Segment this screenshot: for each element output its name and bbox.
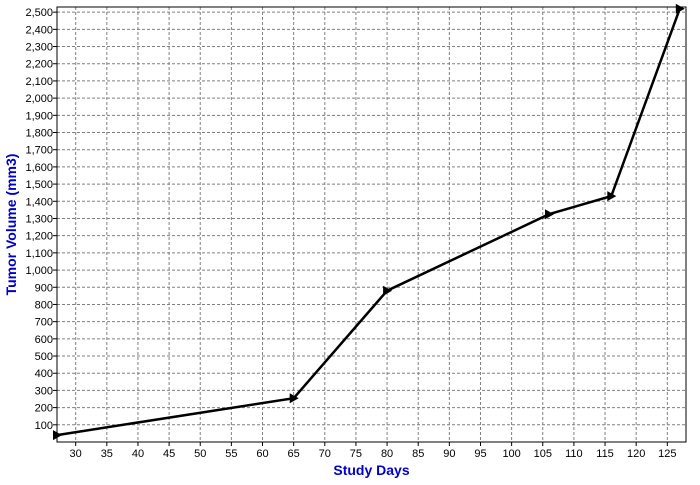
y-tick-label: 1,300 xyxy=(25,213,53,225)
x-axis-ticks: 30 35 40 45 50 55 60 65 70 75 80 85 90 95 100 105 110 115… xyxy=(70,442,676,460)
x-tick-label: 90 xyxy=(443,448,455,460)
x-tick-label: 105 xyxy=(534,448,552,460)
x-tick-label: 30 xyxy=(70,448,82,460)
y-tick-label: 2,400 xyxy=(25,24,53,36)
x-tick-label: 95 xyxy=(474,448,486,460)
data-point xyxy=(545,209,554,220)
data-point xyxy=(675,3,685,14)
series-line xyxy=(56,8,681,437)
y-tick-label: 200 xyxy=(35,403,53,415)
y-tick-label: 600 xyxy=(35,334,53,346)
data-point xyxy=(53,430,62,441)
x-tick-label: 85 xyxy=(412,448,424,460)
y-tick-label: 1,800 xyxy=(25,128,53,140)
data-point xyxy=(383,285,393,296)
y-tick-label: 800 xyxy=(35,299,53,311)
y-axis-ticks: 100 200 300 400 500 600 700 800 900 1,000 1,100 1,2… xyxy=(25,7,57,432)
y-tick-label: 2,200 xyxy=(25,59,53,71)
x-tick-label: 125 xyxy=(658,448,676,460)
x-tick-label: 115 xyxy=(596,448,614,460)
data-point xyxy=(607,191,617,202)
x-tick-label: 50 xyxy=(194,448,206,460)
x-tick-label: 110 xyxy=(565,448,583,460)
y-tick-label: 1,900 xyxy=(25,110,53,122)
x-tick-label: 75 xyxy=(350,448,362,460)
y-tick-label: 1,600 xyxy=(25,162,53,174)
x-tick-label: 45 xyxy=(163,448,175,460)
y-tick-label: 1,700 xyxy=(25,145,53,157)
y-tick-label: 2,300 xyxy=(25,42,53,54)
y-tick-label: 1,500 xyxy=(25,179,53,191)
x-tick-label: 80 xyxy=(381,448,393,460)
x-axis-title: Study Days xyxy=(333,462,409,478)
x-tick-label: 120 xyxy=(627,448,645,460)
x-tick-label: 100 xyxy=(502,448,520,460)
y-tick-label: 2,500 xyxy=(25,7,53,19)
y-tick-label: 1,000 xyxy=(25,265,53,277)
x-tick-label: 60 xyxy=(256,448,268,460)
y-tick-label: 2,000 xyxy=(25,93,53,105)
y-tick-label: 300 xyxy=(35,385,53,397)
y-axis-title: Tumor Volume (mm3) xyxy=(3,154,19,296)
x-tick-label: 35 xyxy=(101,448,113,460)
y-tick-label: 400 xyxy=(35,368,53,380)
data-point xyxy=(289,393,299,404)
y-tick-label: 1,200 xyxy=(25,231,53,243)
x-tick-label: 55 xyxy=(225,448,237,460)
y-tick-label: 100 xyxy=(35,420,53,432)
series-group xyxy=(53,3,685,441)
y-tick-label: 900 xyxy=(35,282,53,294)
y-tick-label: 700 xyxy=(35,317,53,329)
x-tick-label: 40 xyxy=(132,448,144,460)
y-tick-label: 500 xyxy=(35,351,53,363)
x-tick-label: 65 xyxy=(288,448,300,460)
plot-area xyxy=(56,6,687,443)
y-tick-label: 1,100 xyxy=(25,248,53,260)
grid-lines xyxy=(57,7,686,442)
y-tick-label: 1,400 xyxy=(25,196,53,208)
y-tick-label: 2,100 xyxy=(25,76,53,88)
x-tick-label: 70 xyxy=(319,448,331,460)
